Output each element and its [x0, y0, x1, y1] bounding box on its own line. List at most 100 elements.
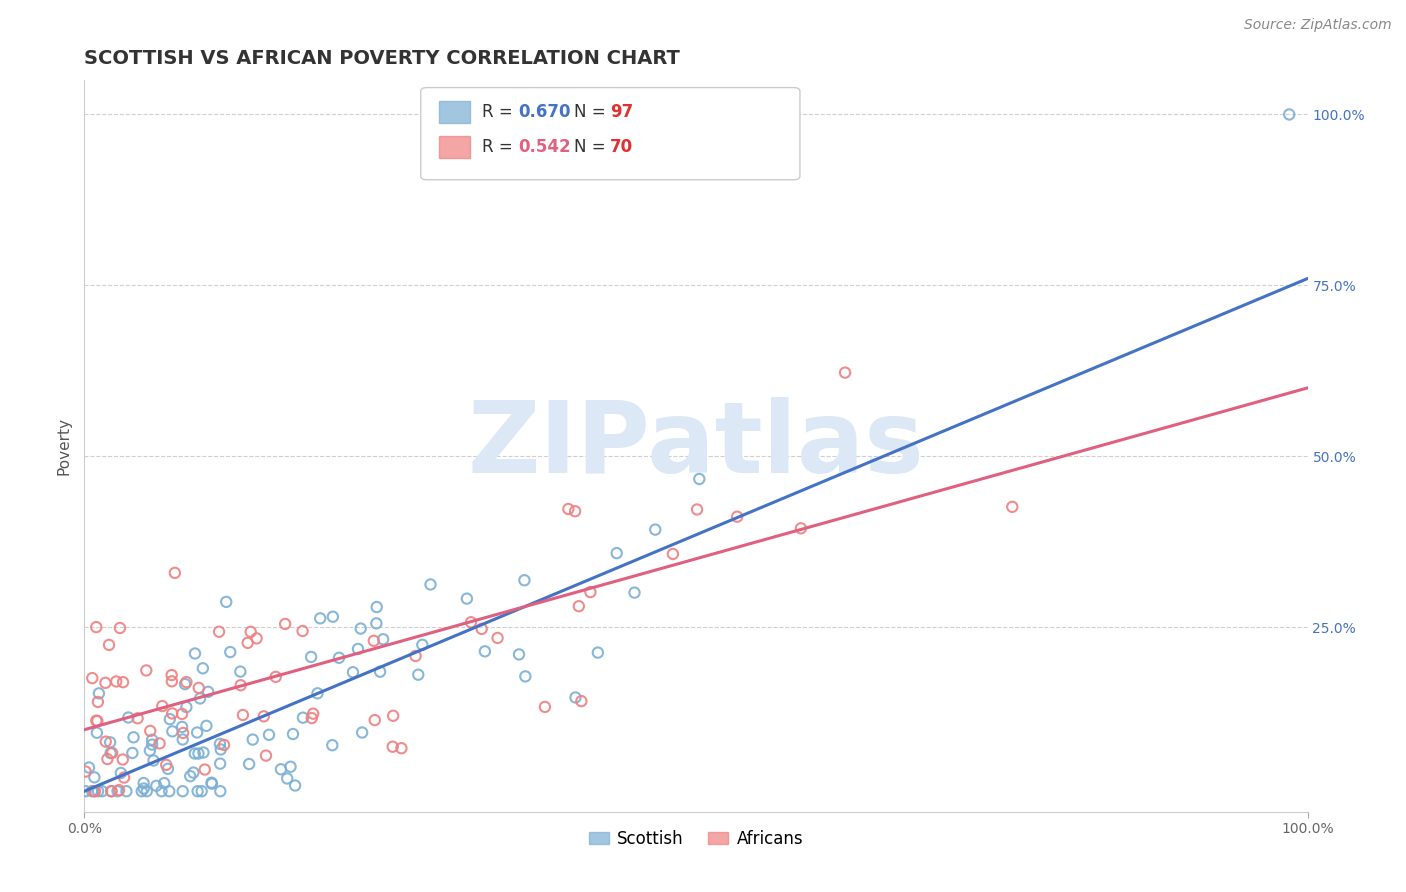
Point [411, 638, 433, 652]
Point [364, 713, 387, 727]
Point [172, 784, 194, 798]
Point [280, 760, 302, 774]
Point [195, 719, 218, 733]
Point [201, 777, 224, 791]
Text: SCOTTISH VS AFRICAN POVERTY CORRELATION CHART: SCOTTISH VS AFRICAN POVERTY CORRELATION … [84, 48, 681, 68]
Point [131, 784, 153, 798]
Point [80, 784, 103, 798]
Point [406, 667, 429, 681]
Point [159, 712, 181, 726]
Point [101, 746, 124, 760]
Point [160, 674, 183, 689]
Point [209, 742, 232, 756]
Point [236, 636, 259, 650]
Point [513, 574, 536, 588]
Point [368, 665, 391, 679]
Point [153, 776, 176, 790]
Text: 70: 70 [610, 138, 634, 156]
Point [160, 706, 183, 721]
Point [157, 784, 180, 798]
Point [606, 546, 628, 560]
Point [238, 757, 260, 772]
Point [141, 738, 163, 752]
Point [187, 681, 209, 695]
Point [212, 738, 235, 752]
Point [239, 624, 262, 639]
Point [115, 784, 138, 798]
Point [579, 585, 602, 599]
Point [139, 723, 162, 738]
Point [186, 725, 208, 739]
Point [270, 762, 292, 776]
Point [176, 675, 198, 690]
Point [190, 784, 212, 798]
Point [229, 665, 252, 679]
Text: 0.542: 0.542 [519, 138, 571, 156]
Point [84, 620, 107, 634]
Point [84, 714, 107, 728]
Point [183, 765, 205, 780]
Point [276, 772, 298, 786]
Point [291, 624, 314, 638]
Point [141, 732, 163, 747]
Point [187, 747, 209, 761]
Point [86, 725, 108, 739]
Point [322, 609, 344, 624]
Point [264, 670, 287, 684]
Y-axis label: Poverty: Poverty [56, 417, 72, 475]
Point [87, 784, 110, 798]
Point [150, 699, 173, 714]
Point [83, 784, 105, 798]
Point [208, 624, 231, 639]
Legend: Scottish, Africans: Scottish, Africans [582, 823, 810, 855]
Point [299, 649, 322, 664]
Point [132, 781, 155, 796]
Text: 0.670: 0.670 [519, 103, 571, 120]
Point [342, 665, 364, 680]
Text: Source: ZipAtlas.com: Source: ZipAtlas.com [1244, 18, 1392, 32]
Point [302, 706, 325, 721]
Point [176, 700, 198, 714]
Point [623, 585, 645, 599]
Point [121, 746, 143, 760]
Point [366, 616, 388, 631]
Point [148, 736, 170, 750]
Point [209, 784, 232, 798]
Point [170, 706, 193, 721]
Point [174, 677, 197, 691]
Point [112, 771, 135, 785]
Point [301, 711, 323, 725]
Point [557, 502, 579, 516]
Point [534, 699, 557, 714]
Point [474, 644, 496, 658]
Point [122, 731, 145, 745]
FancyBboxPatch shape [439, 101, 470, 123]
Point [1001, 500, 1024, 514]
Point [471, 622, 494, 636]
Point [254, 748, 277, 763]
Point [284, 779, 307, 793]
Point [135, 664, 157, 678]
Point [139, 743, 162, 757]
Point [94, 676, 117, 690]
Point [98, 638, 121, 652]
Point [188, 691, 211, 706]
Point [456, 591, 478, 606]
Point [107, 784, 129, 798]
Point [100, 746, 122, 760]
Point [568, 599, 591, 614]
Point [350, 622, 373, 636]
Point [112, 675, 135, 690]
Point [309, 611, 332, 625]
Point [291, 711, 314, 725]
Point [86, 714, 108, 728]
Point [163, 566, 186, 580]
Point [155, 757, 177, 772]
Point [281, 727, 304, 741]
Point [111, 752, 134, 766]
Text: N =: N = [574, 103, 610, 120]
Point [307, 686, 329, 700]
Point [662, 547, 685, 561]
Point [688, 472, 710, 486]
Point [98, 735, 121, 749]
